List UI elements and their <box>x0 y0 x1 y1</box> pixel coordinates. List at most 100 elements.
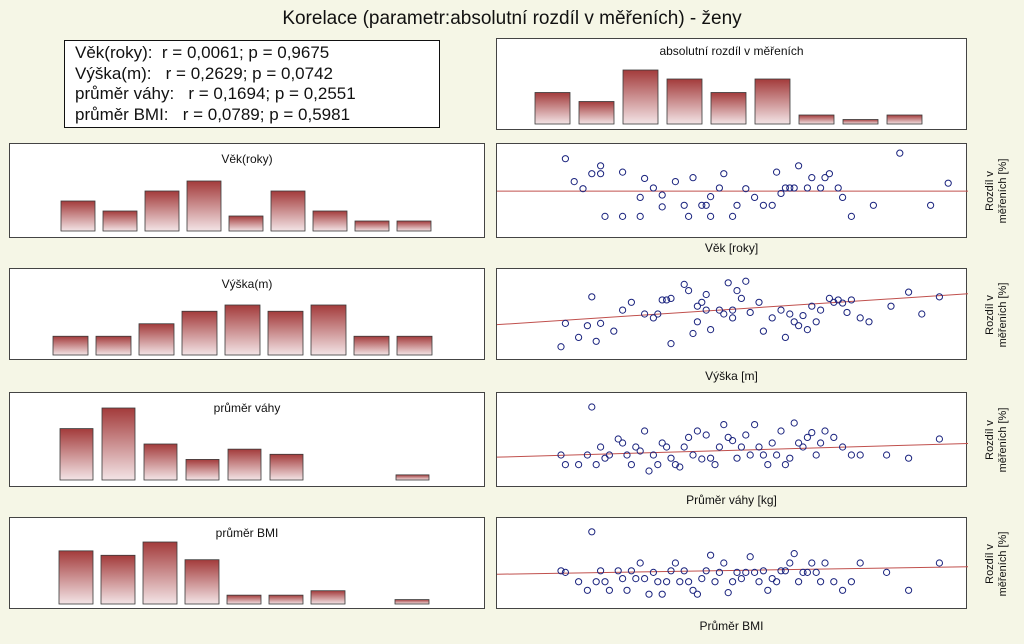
scatter-point <box>821 174 829 182</box>
scatter-point <box>588 293 596 301</box>
histogram-bar <box>102 210 138 232</box>
scatter-point <box>658 439 666 447</box>
scatter-xlabel-vahy: Průměr váhy [kg] <box>686 493 777 507</box>
scatter-point <box>707 454 715 462</box>
scatter-point <box>737 575 745 583</box>
scatter-point <box>733 454 741 462</box>
scatter-point <box>561 568 570 576</box>
scatter-point <box>627 461 635 469</box>
scatter-point <box>658 203 666 211</box>
scatter-point <box>821 427 829 435</box>
scatter-xlabel-vyska: Výška [m] <box>705 369 758 383</box>
histogram-title: Věk(roky) <box>221 152 273 166</box>
histogram-bar <box>144 190 180 232</box>
scatter-point <box>557 343 565 351</box>
histogram-svg <box>60 180 432 232</box>
scatter-svg <box>497 149 968 220</box>
scatter-point <box>729 437 737 445</box>
scatter-point <box>817 578 825 586</box>
scatter-ylabel-vyska: Rozdíl v měřeních [%] <box>984 265 1012 365</box>
scatter-vyska <box>496 268 969 360</box>
histogram-bar <box>95 335 132 356</box>
ylabel-line1: Rozdíl v <box>984 544 996 584</box>
scatter-point <box>768 314 776 322</box>
scatter-point <box>579 185 587 193</box>
scatter-point <box>597 443 605 451</box>
histogram-bar <box>59 428 94 481</box>
scatter-point <box>641 310 649 318</box>
scatter-point <box>570 178 578 186</box>
scatter-point <box>715 306 723 314</box>
scatter-point <box>619 439 627 447</box>
scatter-point <box>663 443 671 451</box>
scatter-point <box>896 149 904 157</box>
scatter-point <box>773 168 781 176</box>
scatter-point <box>856 451 864 459</box>
histogram-bar <box>100 554 136 605</box>
stats-r: r = 0,0789; <box>182 104 265 124</box>
histogram-svg <box>52 304 433 356</box>
scatter-point <box>707 326 715 334</box>
scatter-point <box>601 578 609 586</box>
scatter-point <box>702 306 710 314</box>
scatter-point <box>711 578 719 586</box>
scatter-point <box>808 302 816 310</box>
histogram-bar <box>534 92 571 125</box>
ylabel-line1: Rozdíl v <box>984 420 996 460</box>
histogram-bar <box>270 190 306 232</box>
scatter-point <box>918 310 926 318</box>
scatter-point <box>592 461 600 469</box>
scatter-point <box>720 170 728 178</box>
scatter-point <box>830 298 838 306</box>
scatter-point <box>746 308 754 317</box>
scatter-point <box>715 443 723 451</box>
scatter-point <box>641 575 649 583</box>
scatter-point <box>680 280 688 288</box>
scatter-point <box>619 168 627 176</box>
scatter-point <box>733 568 741 576</box>
scatter-point <box>627 298 635 306</box>
stats-r: r = 0,2629; <box>165 63 248 83</box>
scatter-point <box>654 578 662 586</box>
scatter-point <box>702 431 710 439</box>
scatter-point <box>707 212 715 220</box>
histogram-title: Výška(m) <box>221 277 273 291</box>
scatter-point <box>632 443 640 451</box>
scatter-point <box>711 461 719 469</box>
scatter-point <box>781 333 789 342</box>
scatter-point <box>883 451 891 459</box>
histogram-bar <box>181 310 218 356</box>
scatter-point <box>746 451 754 459</box>
histogram-bar <box>60 200 96 232</box>
histogram-bar <box>395 474 430 481</box>
scatter-point <box>632 575 640 583</box>
scatter-point <box>561 319 570 327</box>
ylabel-line2: měřeních [%] <box>997 282 1009 348</box>
scatter-point <box>803 184 811 192</box>
scatter-point <box>702 567 710 575</box>
scatter-point <box>786 559 794 567</box>
stats-r: r = 0,0061; <box>161 43 244 62</box>
scatter-point <box>685 433 693 442</box>
scatter-point <box>790 419 798 427</box>
scatter-point <box>839 193 847 202</box>
scatter-point <box>689 174 697 182</box>
scatter-point <box>759 451 767 459</box>
scatter-point <box>795 578 803 586</box>
histogram-bar <box>186 180 222 232</box>
histogram-absolutni-rozdil: absolutní rozdíl v měřeních <box>496 38 967 130</box>
histogram-svg <box>59 407 430 481</box>
scatter-point <box>768 201 776 209</box>
scatter-point <box>799 443 807 451</box>
stats-p: p = 0,0742 <box>252 63 333 83</box>
scatter-point <box>808 429 816 437</box>
correlation-stats-box: Věk(roky): r = 0,0061; p = 0,9675 Výška(… <box>64 40 440 128</box>
scatter-point <box>685 212 693 220</box>
histogram-title: průměr BMI <box>215 526 279 540</box>
scatter-point <box>839 443 847 451</box>
scatter-point <box>619 575 627 583</box>
histogram-svg <box>58 541 430 605</box>
scatter-point <box>592 578 600 586</box>
scatter-point <box>627 567 635 575</box>
stats-label: průměr BMI: <box>75 104 169 124</box>
